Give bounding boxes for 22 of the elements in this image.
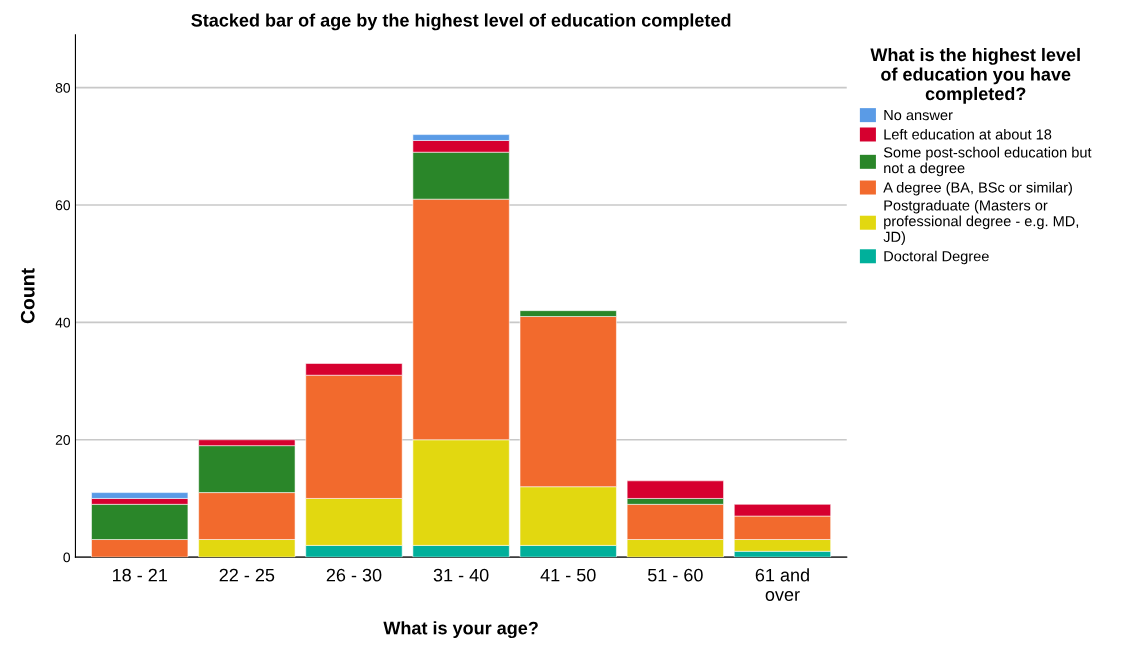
x-tick-label: 61 and over xyxy=(755,568,809,601)
x-axis-title: What is your age? xyxy=(383,621,538,639)
x-tick-label: 26 - 30 xyxy=(326,568,382,582)
x-tick-label: 41 - 50 xyxy=(540,568,596,582)
legend-label: Postgraduate (Masters or professional degree - e.g. MD, JD) xyxy=(883,199,1079,245)
y-tick-label: 0 xyxy=(63,552,71,563)
legend-title: What is the highest level of education you have completed? xyxy=(870,47,1080,104)
y-tick-label: 40 xyxy=(55,317,71,328)
legend-label: Left education at about 18 xyxy=(884,128,1052,140)
y-axis-title: Count xyxy=(20,268,35,324)
legend-label: No answer xyxy=(884,110,953,121)
legend-label: Doctoral Degree xyxy=(884,250,989,265)
y-tick-label: 80 xyxy=(55,82,71,93)
chart-title: Stacked bar of age by the highest level of education completed xyxy=(191,13,731,31)
y-tick-label: 60 xyxy=(55,200,71,211)
x-tick-label: 22 - 25 xyxy=(219,568,275,582)
legend-label: Some post-school education but not a degree xyxy=(883,146,1092,177)
x-tick-label: 51 - 60 xyxy=(647,568,703,582)
y-tick-label: 20 xyxy=(55,435,71,445)
x-tick-label: 31 - 40 xyxy=(433,568,489,582)
x-tick-label: 18 - 21 xyxy=(112,568,167,582)
legend-label: A degree (BA, BSc or similar) xyxy=(883,181,1072,196)
